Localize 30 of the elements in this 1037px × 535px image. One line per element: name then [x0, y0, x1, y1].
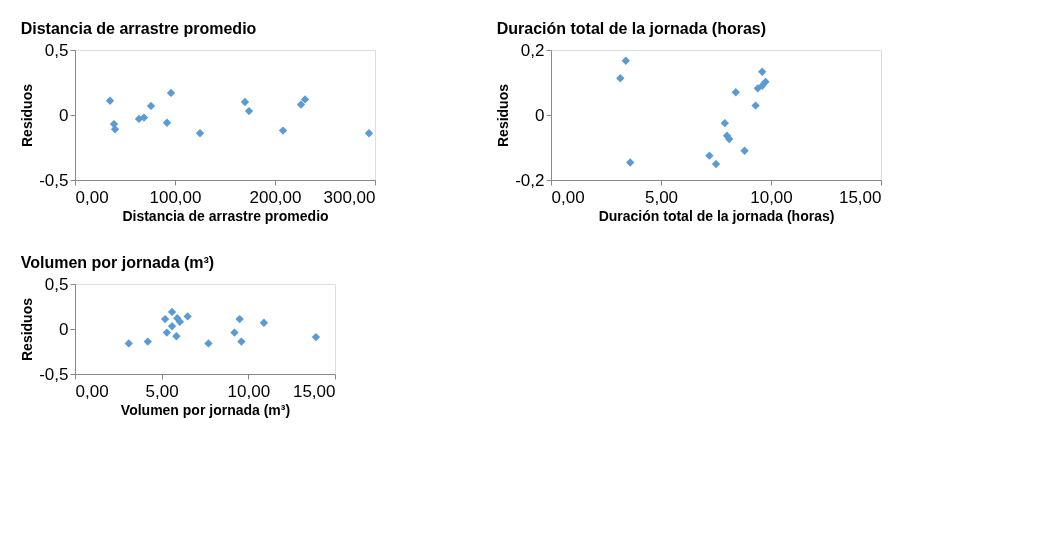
y-tick-label: 0	[59, 319, 69, 339]
chart-title: Duración total de la jornada (horas)	[496, 20, 767, 37]
x-tick-label: 5,00	[644, 187, 679, 207]
y-axis-title: Residuos	[495, 83, 512, 148]
x-tick-label: 10,00	[750, 187, 793, 207]
y-tick-label: -0,5	[39, 170, 69, 190]
x-tick-label: 300,00	[323, 187, 376, 207]
x-tick-label: 0,00	[75, 381, 109, 401]
y-tick-label: -0,2	[515, 170, 545, 190]
x-tick-label: 10,00	[227, 381, 271, 401]
y-tick-label: -0,5	[39, 364, 69, 384]
y-tick-label: 0,5	[44, 274, 69, 294]
x-axis-title: Distancia de arrastre promedio	[122, 207, 329, 224]
chart-title: Distancia de arrastre promedio	[20, 20, 257, 37]
y-tick-label: 0	[59, 105, 69, 125]
chart-title: Volumen por jornada (m³)	[20, 254, 215, 271]
x-axis-title: Duración total de la jornada (horas)	[598, 207, 835, 224]
y-tick-label: 0	[535, 105, 545, 125]
y-tick-label: 0,5	[44, 40, 69, 60]
y-axis-title: Residuos	[19, 297, 36, 362]
y-tick-label: 0,2	[520, 40, 545, 60]
x-tick-label: 0,00	[75, 187, 109, 207]
x-tick-label: 100,00	[149, 187, 202, 207]
x-tick-label: 5,00	[145, 381, 179, 401]
x-axis-title: Volumen por jornada (m³)	[120, 401, 291, 418]
x-tick-label: 200,00	[249, 187, 302, 207]
x-tick-label: 0,00	[551, 187, 585, 207]
x-tick-label: 15,00	[838, 187, 882, 207]
y-axis-title: Residuos	[19, 83, 36, 148]
x-tick-label: 15,00	[292, 381, 336, 401]
